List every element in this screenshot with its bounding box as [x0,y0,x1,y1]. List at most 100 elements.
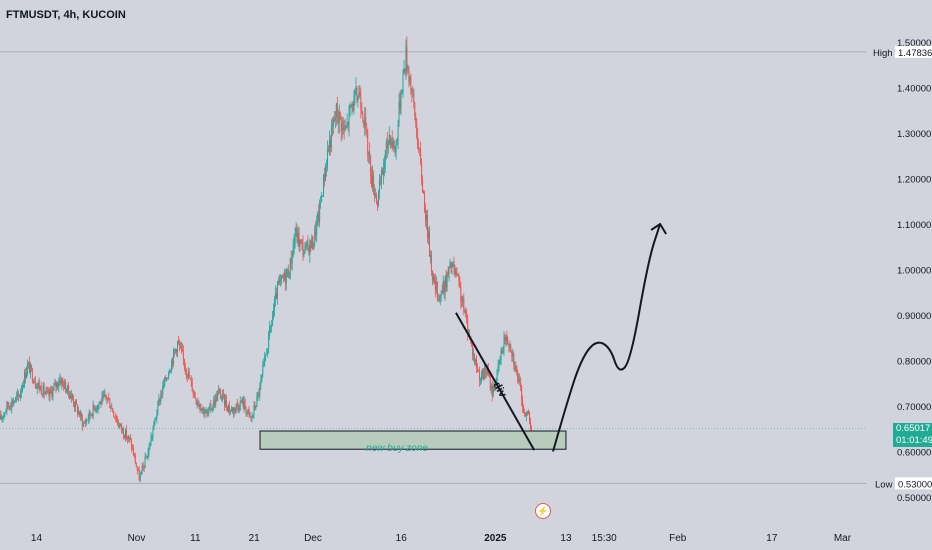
candle-body[interactable] [416,123,418,138]
candle-body[interactable] [132,448,134,456]
candle-body[interactable] [138,470,140,481]
candle-body[interactable] [122,428,124,430]
candle-body[interactable] [84,422,86,424]
candle-body[interactable] [345,127,347,129]
candle-body[interactable] [249,412,251,417]
candle-body[interactable] [310,240,312,248]
candle-body[interactable] [189,378,191,380]
candle-body[interactable] [361,108,363,113]
candle-body[interactable] [302,242,304,255]
candle-body[interactable] [331,125,333,127]
candle-body[interactable] [275,292,277,300]
candle-body[interactable] [114,416,116,418]
candle-body[interactable] [20,392,22,397]
candle-body[interactable] [346,121,348,128]
candle-body[interactable] [6,402,8,411]
candle-body[interactable] [462,297,464,302]
candle-body[interactable] [211,408,213,411]
candle-body[interactable] [389,134,391,146]
candle-body[interactable] [393,140,395,152]
candle-body[interactable] [478,371,480,381]
candle-body[interactable] [344,128,346,131]
candle-body[interactable] [169,372,171,374]
candle-body[interactable] [171,360,173,371]
candle-body[interactable] [340,117,342,132]
candle-body[interactable] [225,399,227,406]
candle-body[interactable] [316,221,318,236]
candle-body[interactable] [13,402,15,405]
candle-body[interactable] [85,420,87,424]
candle-body[interactable] [506,335,508,344]
drawings[interactable]: div [259,222,667,452]
candle-body[interactable] [428,231,430,257]
candle-body[interactable] [41,394,43,396]
candle-body[interactable] [429,255,431,257]
candle-body[interactable] [425,211,427,221]
candle-body[interactable] [57,382,59,387]
candle-body[interactable] [15,397,17,402]
candle-body[interactable] [61,379,63,385]
candle-body[interactable] [371,176,373,187]
candle-body[interactable] [258,393,260,396]
candle-body[interactable] [515,366,517,371]
candle-body[interactable] [388,134,390,143]
candle-body[interactable] [359,92,361,97]
candle-body[interactable] [500,349,502,361]
candle-body[interactable] [150,437,152,446]
candle-body[interactable] [319,202,321,222]
candle-body[interactable] [498,364,500,366]
candle-body[interactable] [159,399,161,402]
candle-body[interactable] [49,389,51,397]
candle-body[interactable] [434,281,436,290]
candle-body[interactable] [69,393,71,399]
candle-body[interactable] [221,397,223,399]
candle-body[interactable] [473,354,475,356]
candle-body[interactable] [207,412,209,414]
candle-body[interactable] [339,112,341,118]
candle-body[interactable] [137,470,139,471]
candle-body[interactable] [125,429,127,439]
candle-body[interactable] [488,375,490,377]
candle-body[interactable] [162,385,164,395]
candle-body[interactable] [378,181,380,194]
candle-body[interactable] [336,103,338,117]
candle-body[interactable] [140,470,142,475]
candle-body[interactable] [527,411,529,413]
candle-body[interactable] [483,368,485,379]
candle-body[interactable] [251,417,253,419]
candle-body[interactable] [501,349,503,353]
candle-body[interactable] [525,413,527,416]
candle-body[interactable] [113,412,115,417]
candle-body[interactable] [131,448,133,449]
candle-body[interactable] [484,368,486,373]
candle-body[interactable] [466,315,468,321]
candle-body[interactable] [516,366,518,372]
candle-body[interactable] [136,466,138,471]
candle-body[interactable] [360,96,362,109]
candle-body[interactable] [96,408,98,410]
candle-body[interactable] [446,273,448,289]
candle-body[interactable] [257,393,259,396]
candle-body[interactable] [270,326,272,327]
candle-body[interactable] [264,355,266,362]
candle-body[interactable] [100,401,102,405]
candle-body[interactable] [493,386,495,391]
candle-body[interactable] [283,272,285,279]
candle-body[interactable] [390,139,392,146]
candle-body[interactable] [118,423,120,427]
candle-body[interactable] [288,277,290,279]
candle-body[interactable] [474,354,476,363]
candle-body[interactable] [313,242,315,250]
candle-body[interactable] [64,381,66,389]
candle-body[interactable] [379,181,381,183]
candle-body[interactable] [68,384,70,394]
candle-body[interactable] [91,414,93,417]
candle-body[interactable] [267,348,269,355]
candle-body[interactable] [45,390,47,394]
candle-body[interactable] [78,411,80,417]
candle-body[interactable] [299,239,301,247]
candle-body[interactable] [485,372,487,374]
candle-body[interactable] [167,377,169,379]
candle-body[interactable] [427,214,429,239]
